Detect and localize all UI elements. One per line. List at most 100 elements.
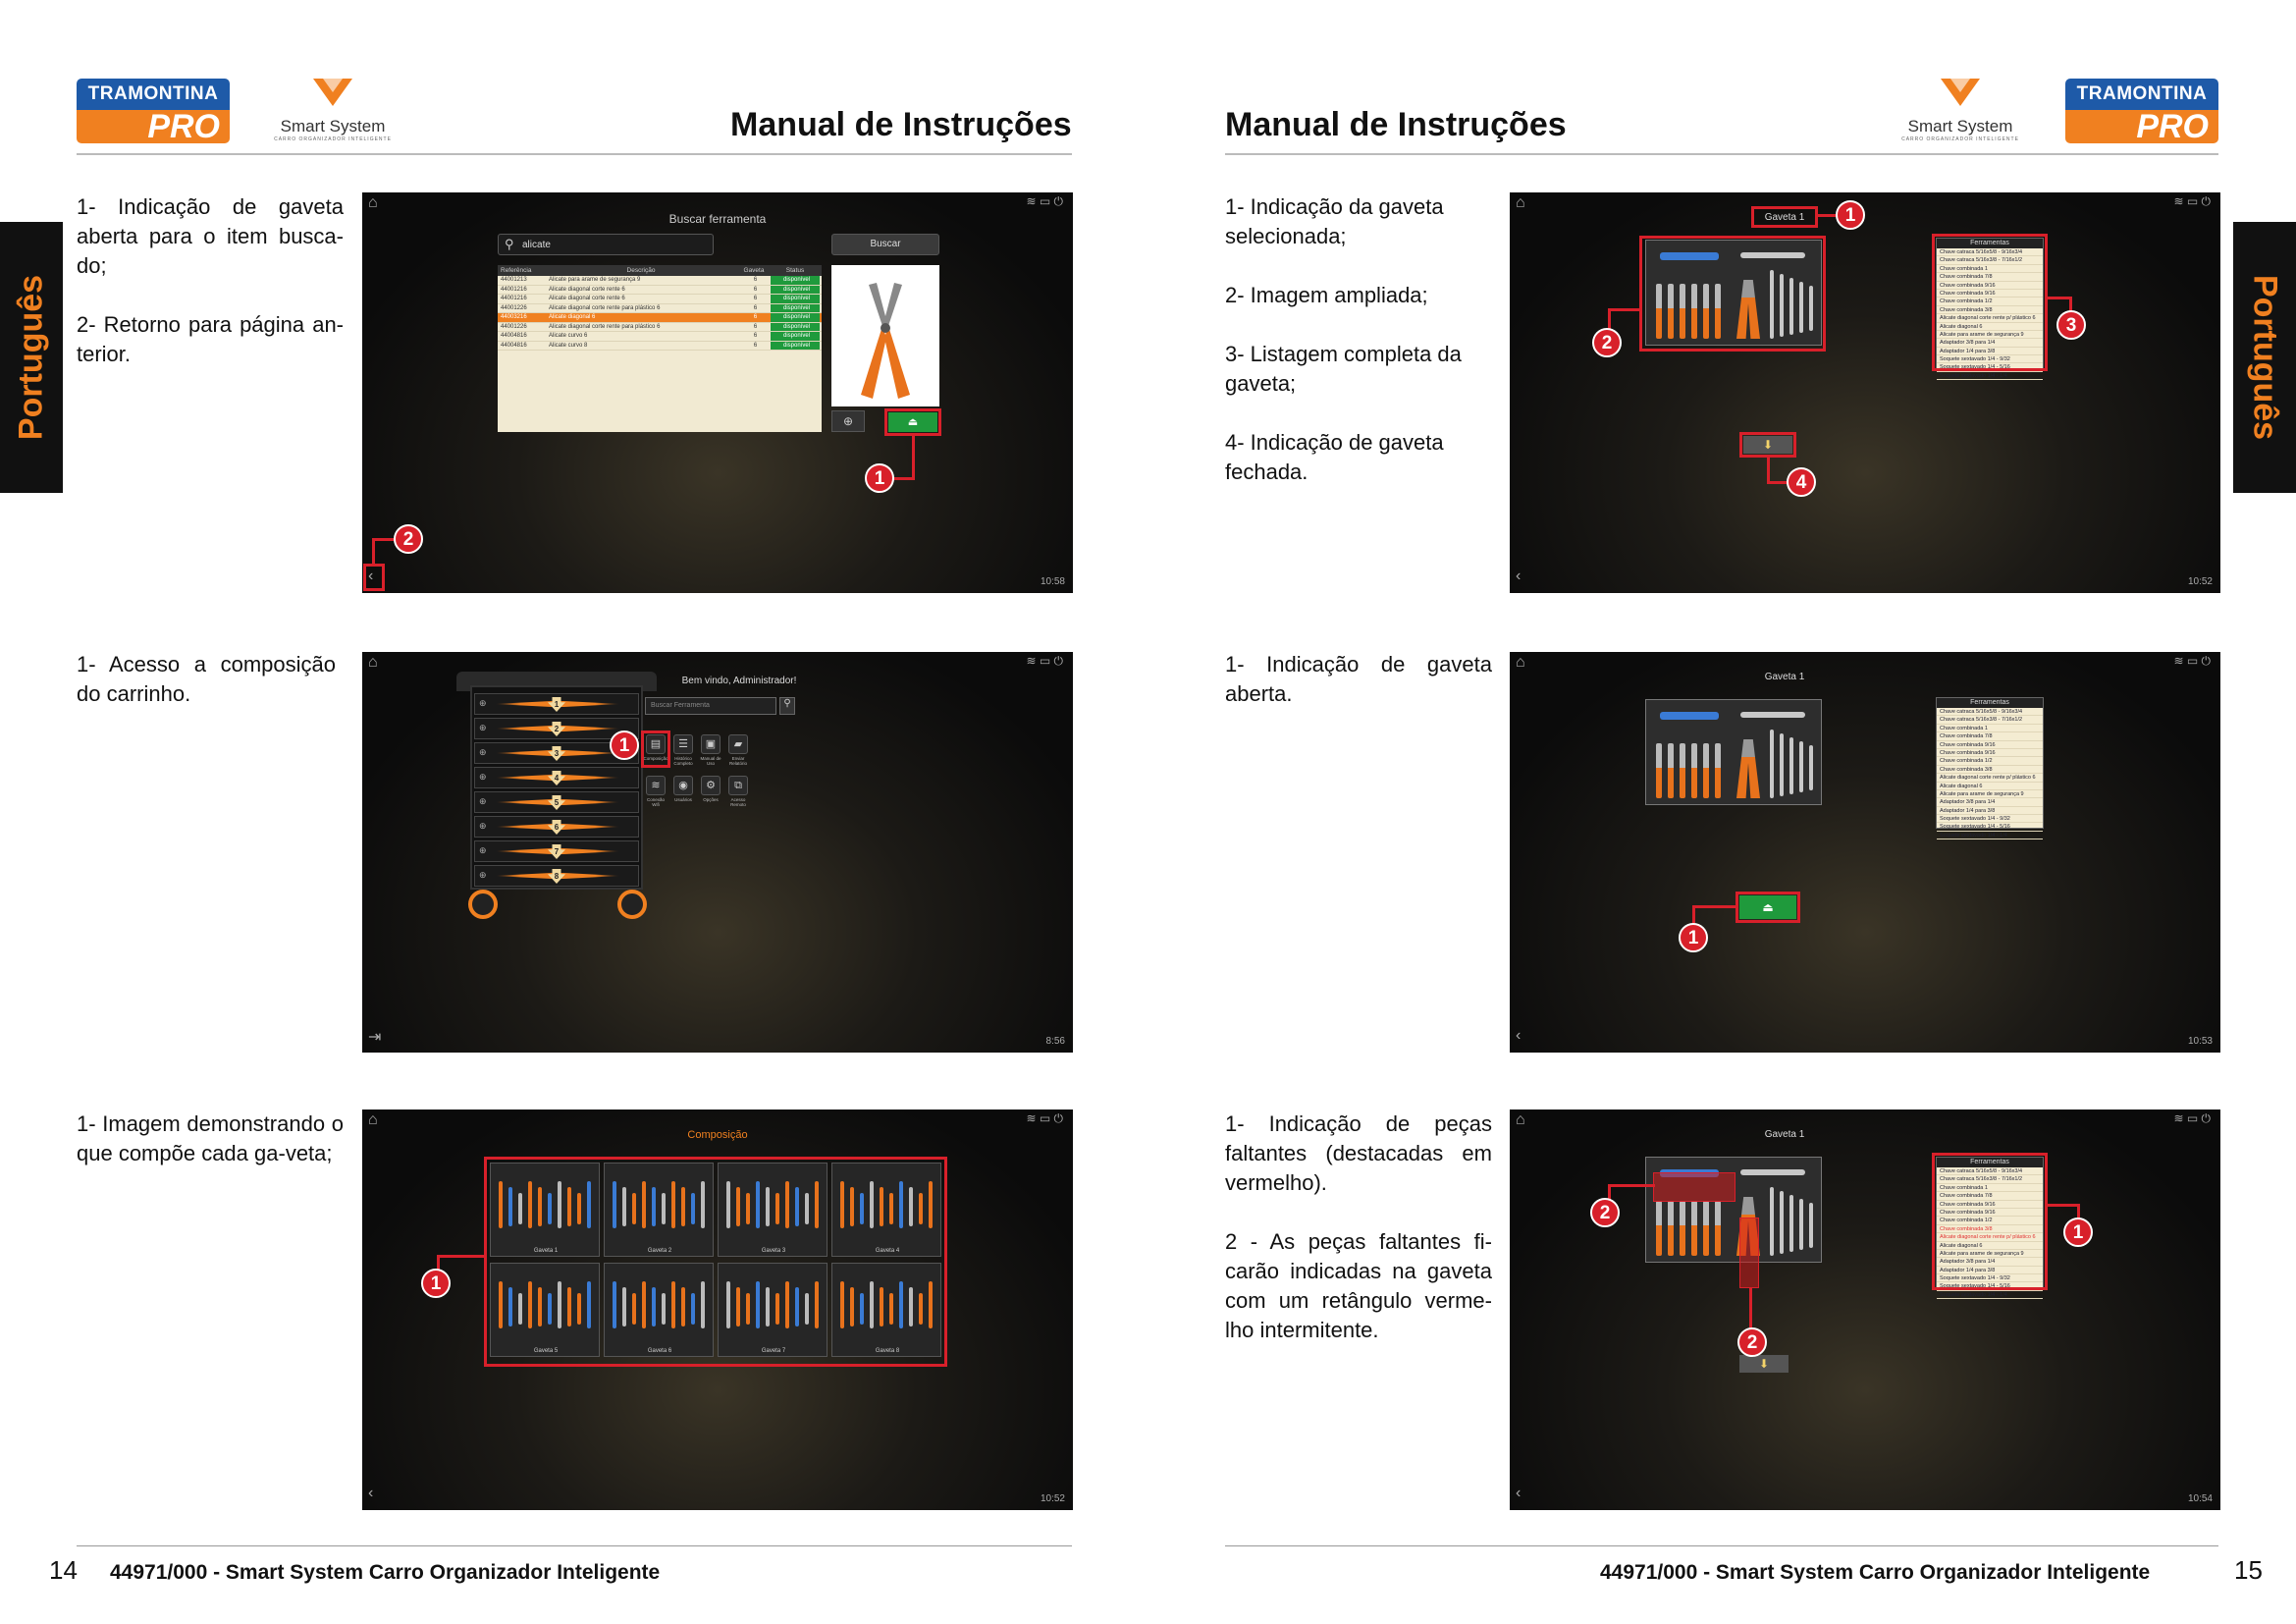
tool-list-item[interactable]: Alicate diagonal 6 (1937, 1242, 2043, 1250)
zoom-icon[interactable]: ⊕ (479, 870, 487, 880)
back-button[interactable]: ‹ (1516, 1027, 1522, 1044)
zoom-icon[interactable]: ⊕ (479, 796, 487, 806)
cart-drawer[interactable]: 3 ⊕ (474, 742, 639, 764)
menu-item-manual-de-uso[interactable]: ▣ Manual de Uso (698, 734, 723, 774)
drawer-thumbnail[interactable]: Gaveta 1 (490, 1163, 600, 1257)
tool-list-item[interactable]: Adaptador 3/8 para 1/4 (1937, 798, 2043, 807)
zoom-icon[interactable]: ⊕ (479, 845, 487, 855)
tool-list-item[interactable]: Soquete sextavado 1/4 - 1/4 (1937, 372, 2043, 381)
cart-drawer[interactable]: 4 ⊕ (474, 767, 639, 788)
open-drawer-indicator[interactable]: ⏏ (1739, 895, 1796, 919)
menu-item-acesso-remoto[interactable]: ⧉ Acesso Remoto (725, 776, 751, 815)
drawer-thumbnail[interactable]: Gaveta 2 (604, 1163, 714, 1257)
cart-drawer[interactable]: 1 ⊕ (474, 693, 639, 715)
tool-list-item[interactable]: Adaptador 1/4 para 3/8 (1937, 348, 2043, 356)
tool-list-item[interactable]: Chave combinada 7/8 (1937, 732, 2043, 741)
back-button[interactable]: ‹ (1516, 1485, 1522, 1501)
table-row[interactable]: 44004816 Alicate curvo 6 6 disponível (498, 332, 822, 342)
tool-list-item[interactable]: Chave combinada 7/8 (1937, 273, 2043, 282)
table-row[interactable]: 44001216 Alicate diagonal corte rente 6 6 d… (498, 285, 822, 295)
tool-list-item[interactable]: Adaptador 3/8 para 1/4 (1937, 1258, 2043, 1267)
tool-list-item[interactable]: Alicate diagonal corte rente p/ plástico… (1937, 314, 2043, 323)
tool-list-item[interactable]: Alicate para arame de segurança 9 (1937, 1250, 2043, 1259)
drawer-thumbnail[interactable]: Gaveta 4 (831, 1163, 941, 1257)
menu-item-conex-o-wifi[interactable]: ≋ Conexão Wifi (643, 776, 668, 815)
back-button[interactable]: ‹ (368, 1485, 374, 1501)
close-drawer-button[interactable]: ⬇ (1743, 436, 1792, 454)
drawer-thumbnail[interactable]: Gaveta 3 (718, 1163, 828, 1257)
search-input[interactable]: ⚲ alicate (498, 234, 714, 255)
tool-list-item[interactable]: Soquete sextavado 1/4 - 5/16 (1937, 823, 2043, 832)
menu-item-composi-o[interactable]: ▤ Composição (643, 734, 668, 774)
tool-list-item[interactable]: Soquete sextavado 1/4 - 5/16 (1937, 1282, 2043, 1291)
tool-list-item[interactable]: Soquete sextavado 1/4 - 1/4 (1937, 1291, 2043, 1300)
zoom-button[interactable]: ⊕ (831, 410, 865, 432)
back-button[interactable]: ‹ (1516, 568, 1522, 584)
tool-list-item[interactable]: Chave combinada 1/2 (1937, 757, 2043, 766)
tool-list-item[interactable]: Chave combinada 9/16 (1937, 741, 2043, 749)
zoom-icon[interactable]: ⊕ (479, 747, 487, 757)
tool-list-item[interactable]: Chave combinada 1 (1937, 265, 2043, 274)
menu-item-hist-rico-completo[interactable]: ☰ Histórico Completo (670, 734, 696, 774)
tool-list-item[interactable]: Alicate diagonal corte rente p/ plástico… (1937, 1233, 2043, 1242)
tool-list-item[interactable]: Soquete sextavado 1/4 - 9/32 (1937, 815, 2043, 824)
cart-drawer[interactable]: 5 ⊕ (474, 791, 639, 813)
tool-list-item[interactable]: Adaptador 1/4 para 3/8 (1937, 1267, 2043, 1275)
tool-list-item[interactable]: Chave combinada 9/16 (1937, 282, 2043, 290)
menu-item-usu-rios[interactable]: ◉ Usuários (670, 776, 696, 815)
tool-list-item[interactable]: Chave combinada 9/16 (1937, 1201, 2043, 1209)
logout-icon[interactable]: ⇥ (368, 1029, 382, 1046)
tool-list-item[interactable]: Chave combinada 3/8 (1937, 306, 2043, 315)
cart-drawer[interactable]: 2 ⊕ (474, 718, 639, 739)
menu-item-op-es[interactable]: ⚙ Opções (698, 776, 723, 815)
tool-list-item[interactable]: Chave combinada 9/16 (1937, 749, 2043, 758)
tool-list-item[interactable]: Alicate diagonal corte rente p/ plástico… (1937, 774, 2043, 783)
tool-list-item[interactable]: Alicate diagonal 6 (1937, 783, 2043, 790)
open-drawer-button[interactable]: ⏏ (888, 412, 937, 432)
close-drawer-button[interactable]: ⬇ (1739, 1355, 1789, 1373)
zoom-icon[interactable]: ⊕ (479, 772, 487, 782)
zoom-icon[interactable]: ⊕ (479, 821, 487, 831)
tool-list-item[interactable]: Soquete sextavado 1/4 - 1/4 (1937, 832, 2043, 840)
tool-list-item[interactable]: Chave catraca 5/16x5/8 - 9/16x3/4 (1937, 708, 2043, 717)
tool-list-item[interactable]: Chave catraca 5/16x3/8 - 7/16x1/2 (1937, 716, 2043, 725)
tool-list-item[interactable]: Chave combinada 3/8 (1937, 1225, 2043, 1234)
table-row[interactable]: 44001216 Alicate diagonal corte rente 6 6 d… (498, 295, 822, 304)
tool-list-item[interactable]: Chave combinada 9/16 (1937, 290, 2043, 298)
tool-list-item[interactable]: Alicate para arame de segurança 9 (1937, 790, 2043, 799)
tool-list-item[interactable]: Chave combinada 3/8 (1937, 766, 2043, 775)
cart-drawer[interactable]: 8 ⊕ (474, 865, 639, 887)
tool-list-item[interactable]: Chave combinada 1 (1937, 725, 2043, 733)
table-row[interactable]: 44003216 Alicate diagonal 6 6 disponível (498, 313, 822, 323)
tool-list-item[interactable]: Adaptador 3/8 para 1/4 (1937, 339, 2043, 348)
table-row[interactable]: 44001226 Alicate diagonal corte rente par… (498, 303, 822, 313)
drawer-thumbnail[interactable]: Gaveta 6 (604, 1263, 714, 1357)
table-row[interactable]: 44001226 Alicate diagonal corte rente par… (498, 322, 822, 332)
tool-list-item[interactable]: Chave combinada 7/8 (1937, 1192, 2043, 1201)
tool-list-item[interactable]: Chave catraca 5/16x3/8 - 7/16x1/2 (1937, 256, 2043, 265)
tool-list-item[interactable]: Chave combinada 1/2 (1937, 298, 2043, 306)
drawer-thumbnail[interactable]: Gaveta 8 (831, 1263, 941, 1357)
search-icon[interactable]: ⚲ (779, 697, 795, 715)
tool-list-item[interactable]: Soquete sextavado 1/4 - 5/16 (1937, 363, 2043, 372)
tool-list-item[interactable]: Chave combinada 9/16 (1937, 1209, 2043, 1218)
tool-list-item[interactable]: Chave catraca 5/16x3/8 - 7/16x1/2 (1937, 1175, 2043, 1184)
tool-list-item[interactable]: Alicate para arame de segurança 9 (1937, 331, 2043, 340)
search-button[interactable]: Buscar (831, 234, 939, 255)
tool-list-item[interactable]: Soquete sextavado 1/4 - 9/32 (1937, 1274, 2043, 1283)
tool-list-item[interactable]: Soquete sextavado 1/4 - 9/32 (1937, 355, 2043, 364)
drawer-thumbnail[interactable]: Gaveta 5 (490, 1263, 600, 1357)
cart-drawer[interactable]: 7 ⊕ (474, 840, 639, 862)
back-button[interactable]: ‹ (368, 568, 374, 584)
tool-list-item[interactable]: Chave catraca 5/16x5/8 - 9/16x3/4 (1937, 248, 2043, 257)
tool-list-item[interactable]: Adaptador 1/4 para 3/8 (1937, 807, 2043, 816)
table-row[interactable]: 44001213 Alicate para arame de segurança … (498, 276, 822, 286)
cart-drawer[interactable]: 6 ⊕ (474, 816, 639, 838)
tool-search-input[interactable]: Buscar Ferramenta ⚲ (645, 697, 795, 715)
zoom-icon[interactable]: ⊕ (479, 723, 487, 732)
tool-list-item[interactable]: Chave combinada 1 (1937, 1184, 2043, 1193)
tool-list-item[interactable]: Chave catraca 5/16x5/8 - 9/16x3/4 (1937, 1167, 2043, 1176)
tool-list-item[interactable]: Chave combinada 1/2 (1937, 1217, 2043, 1225)
tool-list-item[interactable]: Alicate diagonal 6 (1937, 323, 2043, 331)
zoom-icon[interactable]: ⊕ (479, 698, 487, 708)
